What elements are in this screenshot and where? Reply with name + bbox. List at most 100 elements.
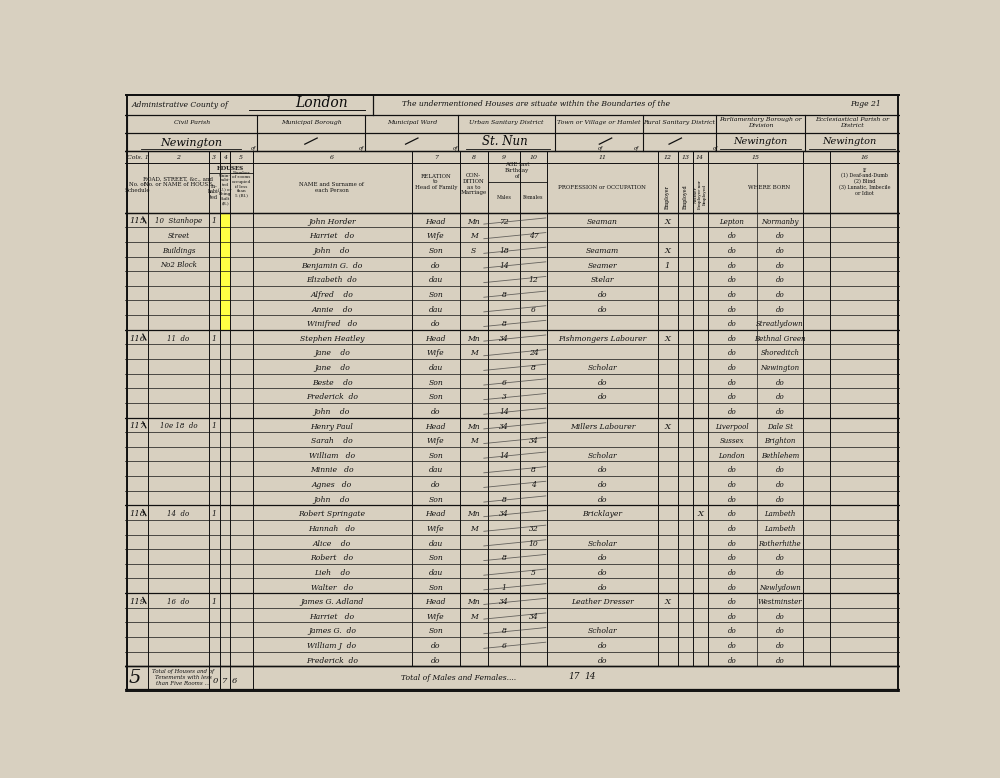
Text: HOUSES: HOUSES	[217, 166, 244, 170]
Text: Fishmongers Labourer: Fishmongers Labourer	[558, 335, 647, 343]
Text: If
(1) Deaf-and-Dumb
(2) Blind
(3) Lunatic, Imbecile
or Idiot: If (1) Deaf-and-Dumb (2) Blind (3) Lunat…	[839, 167, 890, 196]
Text: The undermentioned Houses are situate within the Boundaries of the: The undermentioned Houses are situate wi…	[402, 100, 670, 108]
Text: Harriet   do: Harriet do	[309, 613, 354, 621]
Text: Robert Springate: Robert Springate	[298, 510, 365, 518]
Text: Females: Females	[523, 194, 544, 200]
Text: Walter   do: Walter do	[311, 584, 353, 591]
Text: M: M	[470, 525, 478, 533]
Text: Scholar: Scholar	[588, 540, 617, 548]
Text: dau: dau	[429, 364, 443, 372]
Text: do: do	[431, 408, 441, 416]
Text: Normanby: Normanby	[761, 218, 799, 226]
Text: Frederick  do: Frederick do	[306, 657, 358, 664]
Text: S: S	[471, 247, 476, 255]
Text: 8: 8	[502, 627, 506, 636]
Text: 8: 8	[502, 554, 506, 562]
Text: X: X	[664, 218, 670, 226]
Text: PROFESSION or OCCUPATION: PROFESSION or OCCUPATION	[558, 185, 646, 190]
Text: do: do	[727, 291, 736, 299]
Text: do: do	[776, 613, 784, 621]
Text: of: of	[359, 145, 364, 150]
Text: Ecclesiastical Parish or
District: Ecclesiastical Parish or District	[815, 117, 889, 128]
Text: do: do	[727, 642, 736, 650]
Text: Leather Dresser: Leather Dresser	[571, 598, 634, 606]
Text: 10: 10	[529, 540, 538, 548]
Text: No. of
Schedule: No. of Schedule	[125, 182, 150, 193]
Text: X: X	[664, 422, 670, 430]
Text: In-
habi-
ted: In- habi- ted	[208, 184, 220, 200]
Text: 34: 34	[529, 437, 538, 445]
Text: 14: 14	[499, 452, 509, 460]
Text: Annie    do: Annie do	[311, 306, 353, 314]
Text: Seamam: Seamam	[586, 247, 619, 255]
Text: do: do	[431, 261, 441, 270]
Text: ROAD, STREET, &c., and
No. or NAME of HOUSE: ROAD, STREET, &c., and No. or NAME of HO…	[143, 177, 213, 187]
Text: St. Nun: St. Nun	[482, 135, 528, 148]
Text: Civil Parish: Civil Parish	[174, 120, 210, 125]
Text: 8: 8	[531, 467, 536, 475]
Text: dau: dau	[429, 276, 443, 284]
Text: Urban Sanitary District: Urban Sanitary District	[469, 120, 544, 125]
Text: Employer: Employer	[665, 185, 670, 209]
Text: Town or Village or Hamlet: Town or Village or Hamlet	[557, 120, 641, 125]
Text: AGE last
Birthday
of: AGE last Birthday of	[505, 162, 529, 179]
Text: John    do: John do	[314, 496, 350, 503]
Text: Bethlehem: Bethlehem	[761, 452, 799, 460]
Text: do: do	[776, 408, 784, 416]
Text: do: do	[776, 627, 784, 636]
Text: Son: Son	[428, 496, 443, 503]
Text: William   do: William do	[309, 452, 355, 460]
Text: Bricklayer: Bricklayer	[582, 510, 622, 518]
Text: Buildings: Buildings	[162, 247, 195, 254]
Text: do: do	[727, 496, 736, 503]
Text: do: do	[431, 657, 441, 664]
Text: 14: 14	[499, 261, 509, 270]
Text: do: do	[727, 467, 736, 475]
Text: Head: Head	[426, 218, 446, 226]
Text: 13: 13	[681, 155, 689, 159]
Text: 4: 4	[223, 155, 227, 159]
Text: X: X	[664, 247, 670, 255]
Text: Frederick  do: Frederick do	[306, 394, 358, 401]
Text: 5: 5	[531, 569, 536, 577]
Text: Seamer: Seamer	[588, 261, 617, 270]
Text: do: do	[776, 496, 784, 503]
Text: do: do	[598, 291, 607, 299]
Text: Liverpool: Liverpool	[715, 422, 749, 430]
Text: 1: 1	[212, 335, 217, 342]
Text: 17: 17	[569, 671, 580, 681]
Text: Son: Son	[428, 379, 443, 387]
Text: 0: 0	[213, 678, 218, 685]
Text: 5: 5	[128, 669, 140, 687]
Text: do: do	[727, 613, 736, 621]
Text: Son: Son	[428, 247, 443, 255]
Text: 4: 4	[531, 481, 536, 489]
Text: Parliamentary Borough or
Division: Parliamentary Borough or Division	[720, 117, 802, 128]
Text: Westminster: Westminster	[758, 598, 802, 606]
Text: X: X	[697, 510, 703, 518]
Text: 115: 115	[129, 218, 145, 226]
Text: Son: Son	[428, 584, 443, 591]
Text: 10  Stanhope: 10 Stanhope	[155, 218, 202, 226]
Text: do: do	[776, 642, 784, 650]
Text: Newlydown: Newlydown	[759, 584, 801, 591]
Text: Winifred   do: Winifred do	[307, 321, 357, 328]
Text: X: X	[664, 598, 670, 606]
Text: Scholar: Scholar	[588, 627, 617, 636]
Text: Millers Labourer: Millers Labourer	[570, 422, 635, 430]
Text: 1: 1	[212, 510, 217, 518]
Text: M: M	[470, 613, 478, 621]
Text: Rural Sanitary District: Rural Sanitary District	[644, 120, 716, 125]
Text: 34: 34	[499, 335, 509, 343]
Text: do: do	[727, 261, 736, 270]
Text: M: M	[470, 349, 478, 357]
Text: John    do: John do	[314, 408, 350, 416]
Text: Alice    do: Alice do	[313, 540, 351, 548]
Text: do: do	[431, 642, 441, 650]
Text: Son: Son	[428, 291, 443, 299]
Text: 16  do: 16 do	[167, 598, 190, 606]
Text: 34: 34	[499, 598, 509, 606]
Text: do: do	[727, 247, 736, 255]
Text: do: do	[727, 321, 736, 328]
Text: 11: 11	[598, 155, 606, 159]
